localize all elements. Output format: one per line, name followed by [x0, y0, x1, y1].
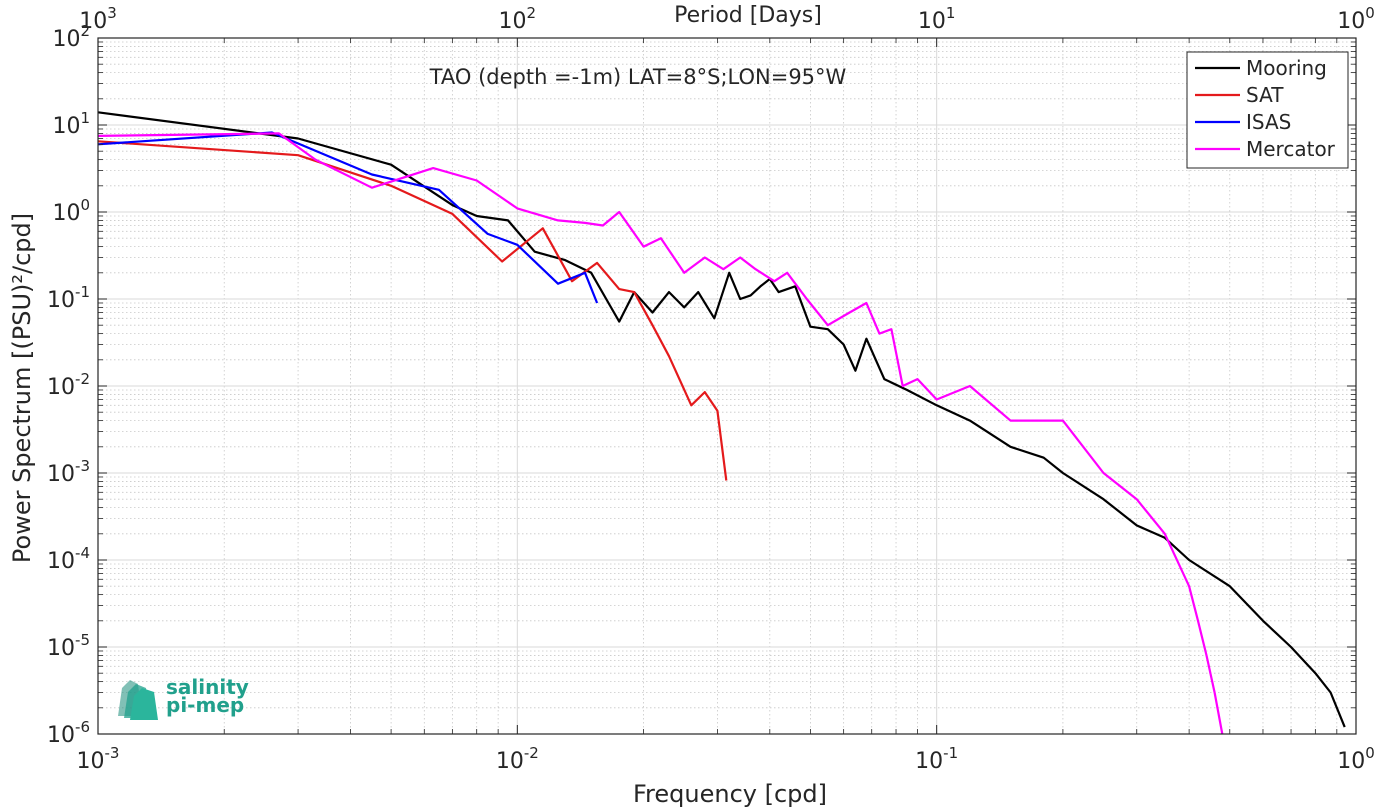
- x-tick-label: 100: [1337, 744, 1375, 774]
- y-tick-label: 100: [52, 196, 90, 226]
- legend-label-mooring: Mooring: [1246, 56, 1327, 80]
- legend-label-mercator: Mercator: [1246, 137, 1336, 161]
- salinity-pi-mep-logo: salinity pi-mep: [118, 675, 249, 720]
- y-tick-label: 10-5: [47, 631, 90, 661]
- y-tick-label: 10-3: [47, 457, 90, 487]
- x-tick-label: 10-2: [496, 744, 539, 774]
- series-layer: [97, 111, 1346, 735]
- y-tick-label: 10-4: [47, 544, 90, 574]
- logo-line-1: salinity: [166, 675, 249, 699]
- top-axis-tick-label: 103: [79, 4, 117, 34]
- waves-icon: [118, 680, 158, 720]
- y-tick-labels: 102 101 100 10-1 10-2 10-3 10-4 10-5 10-6: [47, 22, 90, 748]
- series-line-mercator: [97, 132, 1224, 735]
- top-axis-tick-label: 101: [918, 4, 956, 34]
- tick-marks: [97, 37, 1357, 735]
- x-axis-label: Frequency [cpd]: [633, 780, 827, 808]
- y-tick-label: 102: [52, 22, 90, 52]
- x-tick-label: 10-3: [77, 744, 120, 774]
- series-line-sat: [97, 140, 728, 481]
- y-tick-label: 101: [52, 109, 90, 139]
- y-tick-label: 10-1: [47, 283, 90, 313]
- series-line-isas: [97, 131, 599, 304]
- chart: 10-3 10-2 10-1 100 103 102 101 100 10210110010…: [8, 3, 1375, 808]
- x-tick-labels: 10-3 10-2 10-1 100: [77, 744, 1375, 774]
- x-tick-label: 10-1: [915, 744, 958, 774]
- top-axis-tick-label: 102: [499, 4, 537, 34]
- top-axis-tick-labels: 103 102 101 100: [79, 4, 1375, 34]
- top-axis-tick-label: 100: [1337, 4, 1375, 34]
- legend-label-isas: ISAS: [1246, 110, 1291, 134]
- chart-title: TAO (depth =-1m) LAT=8°S;LON=95°W: [429, 65, 847, 89]
- legend: Mooring SAT ISAS Mercator: [1186, 51, 1349, 169]
- y-tick-label: 10-6: [47, 718, 90, 748]
- y-tick-label: 10-2: [47, 370, 90, 400]
- legend-label-sat: SAT: [1246, 83, 1284, 107]
- y-axis-label: Power Spectrum [(PSU)²/cpd]: [8, 213, 36, 563]
- logo-line-2: pi-mep: [166, 693, 244, 717]
- series-line-mooring: [97, 111, 1346, 728]
- top-axis-label: Period [Days]: [674, 3, 822, 28]
